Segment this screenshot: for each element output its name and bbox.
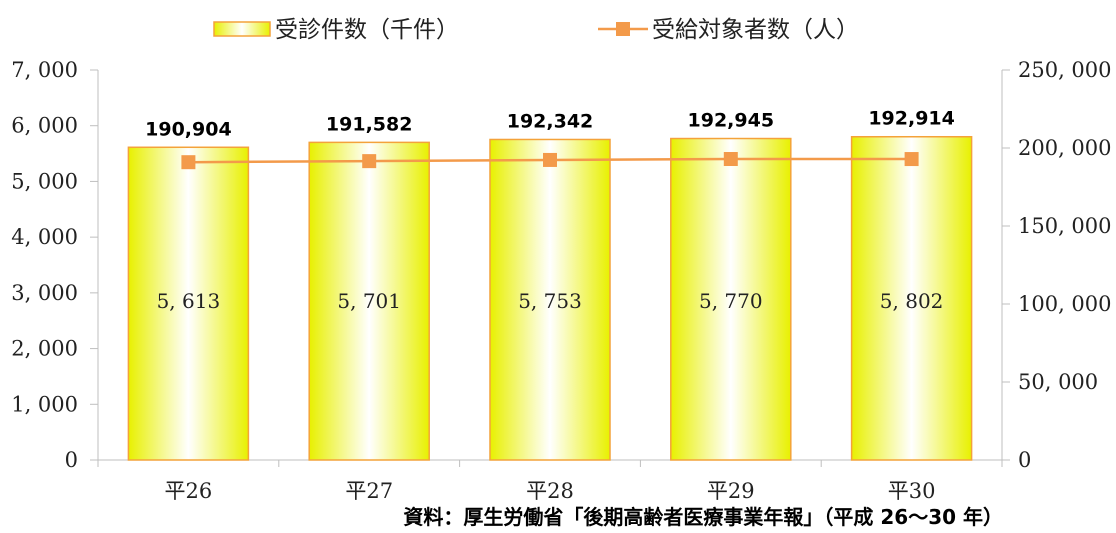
x-tick-label: 平29: [707, 479, 755, 503]
line-point: [723, 152, 738, 167]
y-right-tick-label: 150, 000: [1018, 214, 1112, 238]
y-left-tick-label: 6, 000: [11, 114, 78, 138]
axes: 0 1, 000 2, 000 3, 000 4, 000 5, 000 6, 000 7, …: [11, 58, 1111, 503]
line-point: [181, 155, 196, 170]
y-left-tick-label: 5, 000: [11, 169, 78, 193]
y-left-tick-label: 1, 000: [11, 392, 78, 416]
bar-value-label: 5, 802: [880, 289, 944, 313]
x-tick-label: 平26: [165, 479, 213, 503]
y-right-tick-label: 250, 000: [1018, 58, 1112, 82]
bar-value-label: 5, 613: [157, 289, 221, 313]
line-point: [543, 152, 557, 167]
line-series: [181, 152, 919, 170]
y-left-tick-label: 2, 000: [11, 337, 78, 361]
bar-value-label: 5, 753: [518, 289, 582, 313]
x-tick-label: 平27: [345, 479, 393, 503]
bar-value-label: 5, 770: [699, 289, 763, 313]
bar: [489, 138, 611, 461]
y-right-tick-label: 0: [1018, 448, 1031, 472]
legend-line-marker: [616, 22, 630, 36]
line-value-label: 191,582: [326, 113, 413, 135]
legend-bar-swatch: [213, 21, 271, 37]
y-right-tick-label: 200, 000: [1018, 136, 1112, 160]
legend-bar-label: 受診件数（千件）: [275, 17, 459, 43]
source-note: 資料：厚生労働省「後期高齢者医療事業年報」（平成 26〜30 年）: [403, 505, 1003, 529]
bars-series: [127, 135, 973, 461]
x-tick-label: 平28: [526, 479, 574, 503]
legend-line-label: 受給対象者数（人）: [652, 17, 859, 43]
line-point: [904, 152, 919, 167]
bar: [670, 137, 792, 461]
line-value-label: 192,342: [507, 110, 594, 132]
x-tick-label: 平30: [888, 479, 936, 503]
line-value-label: 192,914: [868, 108, 955, 130]
bar: [127, 146, 250, 461]
line-value-label: 192,945: [688, 110, 775, 132]
data-labels: 5, 613 5, 701 5, 753 5, 770 5, 802 190,904 191…: [145, 108, 955, 313]
y-right-tick-label: 100, 000: [1018, 292, 1112, 316]
y-left-tick-label: 7, 000: [11, 58, 78, 82]
line-value-label: 190,904: [145, 118, 232, 140]
bar: [850, 135, 973, 461]
bar-value-label: 5, 701: [337, 289, 401, 313]
y-left-tick-label: 0: [65, 448, 78, 472]
y-left-tick-label: 3, 000: [11, 281, 78, 305]
y-right-tick-label: 50, 000: [1018, 370, 1098, 394]
legend: 受診件数（千件） 受給対象者数（人）: [213, 17, 859, 43]
line-point: [362, 154, 377, 169]
y-left-tick-label: 4, 000: [11, 225, 78, 249]
bar: [308, 141, 430, 461]
